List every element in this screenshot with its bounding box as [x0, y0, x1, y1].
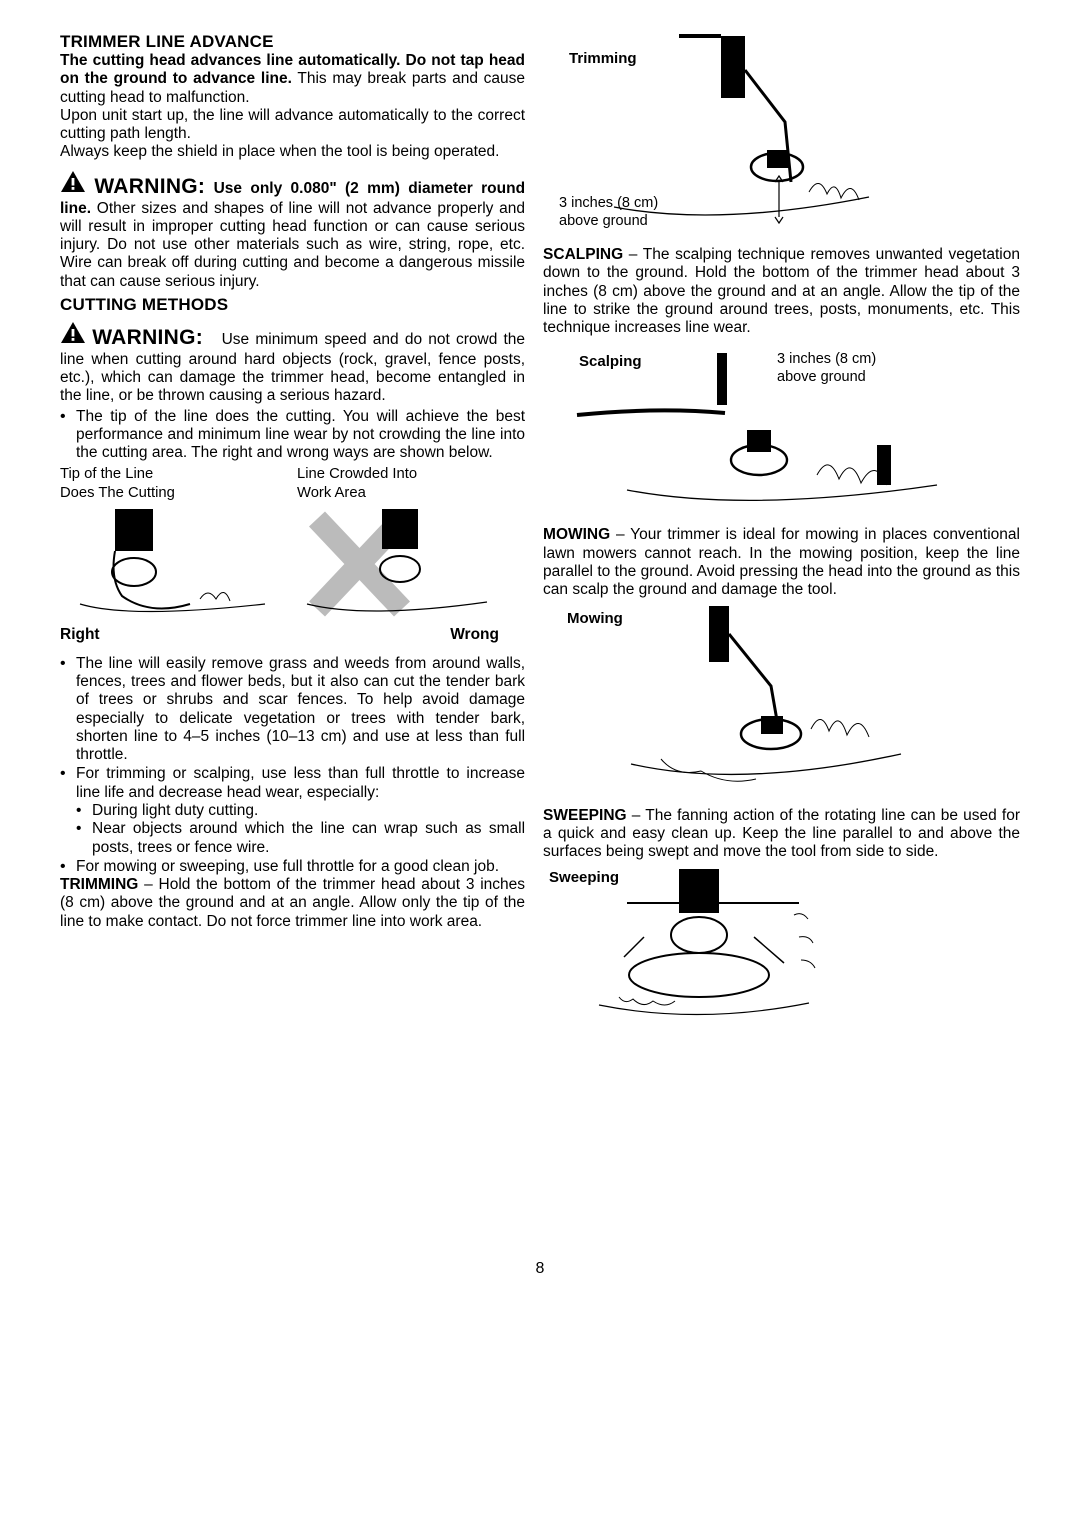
section-title-cutting-methods: CUTTING METHODS [60, 295, 525, 315]
scalping-paragraph: SCALPING – The scalping technique remove… [543, 246, 1020, 337]
label-wrong: Wrong [297, 626, 507, 644]
fig-caption: Tip of the Line [60, 466, 285, 483]
fig-sublabel: above ground [559, 213, 648, 230]
intro-paragraph: The cutting head advances line automatic… [60, 52, 525, 107]
mowing-bold: MOWING [543, 526, 610, 543]
figure-wrong-col: Line Crowded Into Work Area Wrong [297, 466, 507, 644]
sub-bullets: During light duty cutting. Near objects … [76, 802, 525, 857]
figure-mowing: Mowing [561, 604, 911, 799]
figure-image-wrong [297, 504, 492, 624]
fig-caption: Does The Cutting [60, 485, 285, 502]
paragraph-shield: Always keep the shield in place when the… [60, 143, 525, 161]
fig-caption: Line Crowded Into [297, 466, 507, 483]
bullet-list-2: The line will easily remove grass and we… [60, 655, 525, 876]
mowing-text: – Your trimmer is ideal for mowing in pl… [543, 526, 1020, 598]
bullet-trimming-scalping: For trimming or scalping, use less than … [60, 765, 525, 856]
mowing-paragraph: MOWING – Your trimmer is ideal for mowin… [543, 526, 1020, 599]
sub-bullet: During light duty cutting. [76, 802, 525, 820]
scalping-bold: SCALPING [543, 246, 623, 263]
bullet-mowing-sweeping: For mowing or sweeping, use full throttl… [60, 858, 525, 876]
figure-right-wrong: Tip of the Line Does The Cutting Right L… [60, 466, 525, 644]
bullet-list-1: The tip of the line does the cutting. Yo… [60, 408, 525, 463]
right-column: Trimming 3 inches (8 cm) above ground SC… [543, 32, 1020, 1025]
fig-caption: Work Area [297, 485, 507, 502]
sub-bullet: Near objects around which the line can w… [76, 820, 525, 857]
warning-block-2: WARNING: Use minimum speed and do not cr… [60, 321, 525, 406]
warning-icon [60, 170, 86, 193]
trimming-bold: TRIMMING [60, 876, 138, 893]
sweeping-paragraph: SWEEPING – The fanning action of the rot… [543, 807, 1020, 862]
left-column: TRIMMER LINE ADVANCE The cutting head ad… [60, 32, 525, 1025]
section-title-trimmer-line: TRIMMER LINE ADVANCE [60, 32, 525, 52]
trimming-paragraph: TRIMMING – Hold the bottom of the trimme… [60, 876, 525, 931]
figure-image-right [60, 504, 270, 624]
figure-right-col: Tip of the Line Does The Cutting Right [60, 466, 285, 644]
fig-sublabel: 3 inches (8 cm) [559, 195, 658, 212]
warning-block-1: WARNING: Use only 0.080" (2 mm) diameter… [60, 170, 525, 291]
label-right: Right [60, 626, 285, 644]
warning1-rest: Other sizes and shapes of line will not … [60, 200, 525, 290]
bullet-remove-grass: The line will easily remove grass and we… [60, 655, 525, 765]
warning-label: WARNING: [94, 175, 205, 198]
figure-sweeping: Sweeping [549, 865, 869, 1025]
warning-icon [60, 321, 86, 344]
page-number: 8 [0, 1260, 1080, 1278]
sweeping-bold: SWEEPING [543, 807, 627, 824]
figure-scalping: Scalping 3 inches (8 cm) above ground [567, 345, 987, 520]
paragraph-startup: Upon unit start up, the line will advanc… [60, 107, 525, 144]
bullet-tip-cutting: The tip of the line does the cutting. Yo… [60, 408, 525, 463]
figure-trimming: Trimming 3 inches (8 cm) above ground [549, 32, 879, 242]
bullet-text: For trimming or scalping, use less than … [76, 765, 525, 800]
warning-label: WARNING: [92, 326, 203, 349]
page: TRIMMER LINE ADVANCE The cutting head ad… [0, 0, 1080, 1025]
